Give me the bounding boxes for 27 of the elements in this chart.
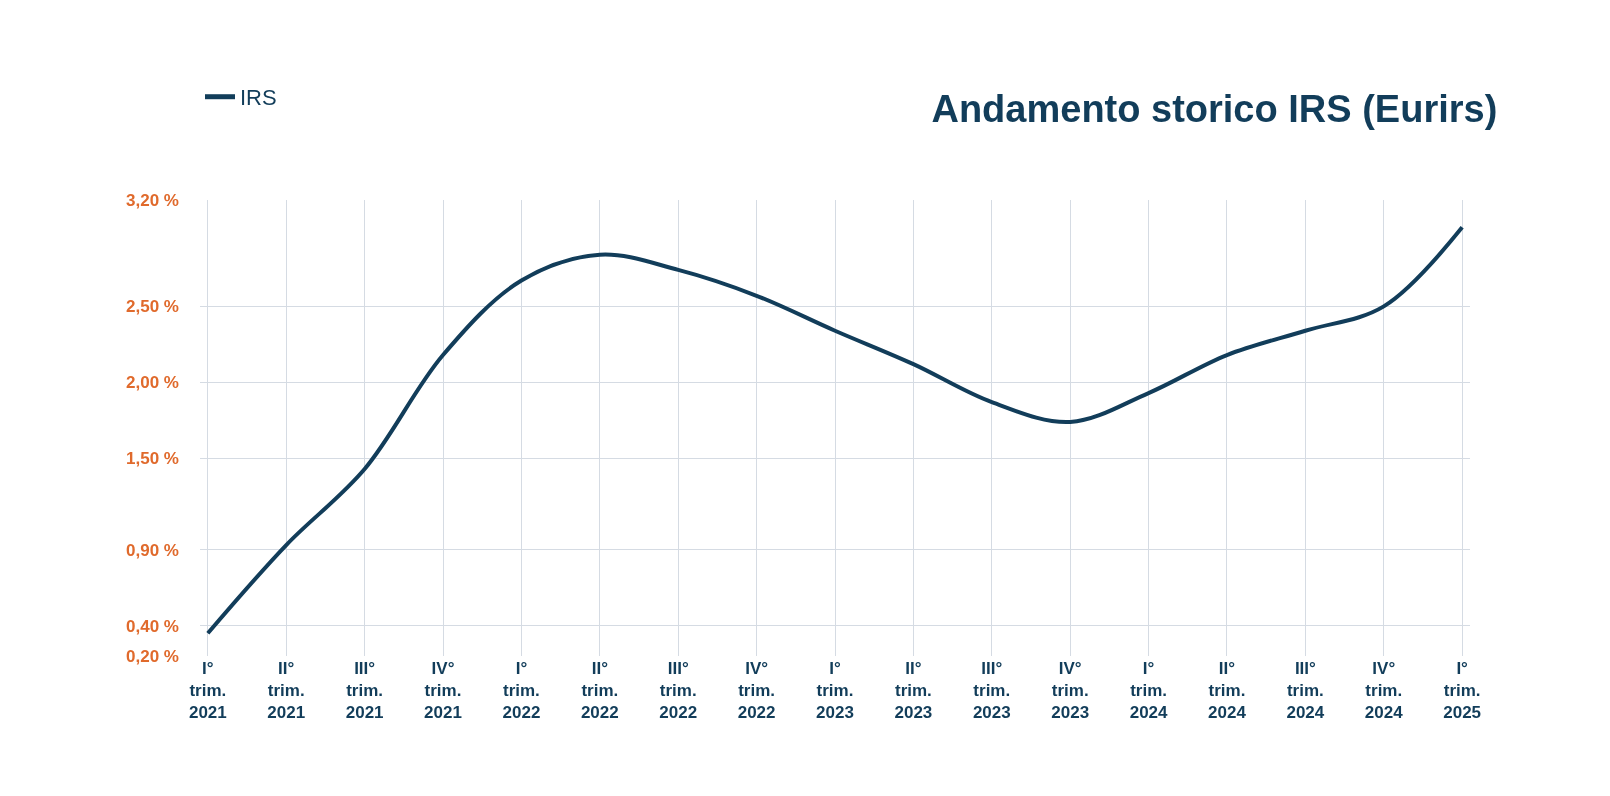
- x-tick-label: II° trim. 2023: [894, 659, 933, 723]
- x-tick-label: IV° trim. 2023: [1051, 659, 1090, 723]
- x-tick-label: I° trim. 2022: [502, 659, 541, 723]
- y-tick-label: 0,40 %: [126, 616, 179, 636]
- x-tick-label: II° trim. 2024: [1208, 659, 1247, 723]
- x-tick-label: I° trim. 2021: [188, 659, 227, 723]
- chart-title: Andamento storico IRS (Eurirs): [931, 88, 1498, 131]
- x-tick-label: III° trim. 2021: [345, 659, 384, 723]
- y-tick-label: 1,50 %: [126, 449, 179, 469]
- y-tick-label: 0,90 %: [126, 540, 179, 560]
- x-tick-label: I° trim. 2024: [1129, 659, 1169, 723]
- x-tick-label: II° trim. 2022: [580, 659, 619, 723]
- x-tick-label: III° trim. 2022: [659, 659, 698, 723]
- y-tick-label: 2,00 %: [126, 373, 179, 393]
- y-tick-label: 3,20 %: [126, 190, 179, 210]
- x-tick-label: IV° trim. 2024: [1364, 659, 1404, 723]
- y-tick-label: 2,50 %: [126, 297, 179, 317]
- y-tick-label: 0,20 %: [126, 646, 179, 666]
- x-tick-label: I° trim. 2023: [816, 659, 854, 723]
- x-tick-label: III° trim. 2023: [972, 659, 1011, 723]
- x-tick-label: III° trim. 2024: [1286, 659, 1325, 723]
- line-series: [205, 225, 1465, 636]
- legend-label: IRS: [240, 85, 277, 111]
- x-tick-label: IV° trim. 2022: [737, 659, 776, 723]
- x-tick-label: IV° trim. 2021: [424, 659, 462, 723]
- x-tick-label: I° trim. 2025: [1443, 659, 1482, 723]
- x-tick-label: II° trim. 2021: [267, 659, 306, 723]
